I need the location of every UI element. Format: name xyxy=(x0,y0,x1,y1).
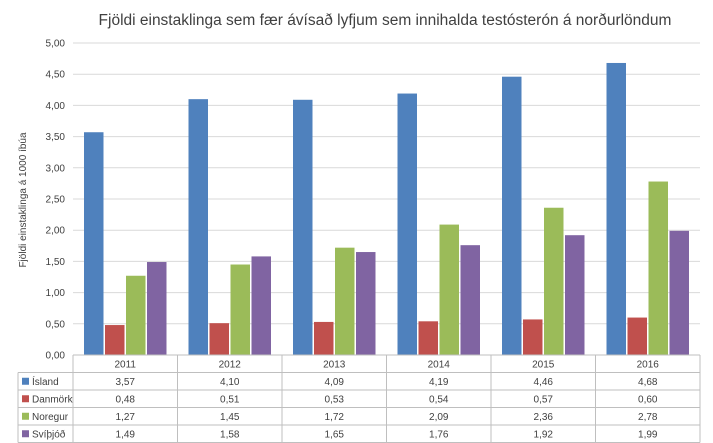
bar xyxy=(293,99,313,355)
bar xyxy=(209,323,229,355)
bar xyxy=(147,262,167,355)
y-tick-label: 3,50 xyxy=(46,132,66,143)
data-label: 2,36 xyxy=(534,412,554,423)
legend-swatch xyxy=(22,430,29,438)
bar xyxy=(544,207,564,355)
y-tick-label: 4,50 xyxy=(46,70,66,81)
data-label: 4,68 xyxy=(638,377,658,388)
y-tick-label: 2,50 xyxy=(46,195,66,206)
x-tick-label: 2011 xyxy=(114,359,136,370)
data-label: 1,58 xyxy=(220,429,240,440)
y-tick-label: 1,00 xyxy=(46,288,66,299)
x-tick-label: 2012 xyxy=(219,359,242,370)
data-label: 0,54 xyxy=(429,394,449,405)
x-tick-label: 2016 xyxy=(637,359,660,370)
x-tick-label: 2015 xyxy=(532,359,555,370)
y-tick-label: 2,00 xyxy=(46,226,66,237)
data-label: 3,57 xyxy=(116,377,136,388)
bar xyxy=(418,321,438,355)
data-label: 4,19 xyxy=(429,377,449,388)
bar xyxy=(606,62,626,356)
data-label: 0,51 xyxy=(220,394,240,405)
data-label: 4,09 xyxy=(325,377,345,388)
bar xyxy=(648,181,668,355)
data-label: 4,10 xyxy=(220,377,240,388)
bar xyxy=(188,99,208,355)
data-table: 2011 2012 2013 2014 2015 2016 Ísland 3,57 4,10 4,… xyxy=(17,354,701,443)
data-label: 4,46 xyxy=(534,377,554,388)
data-label: 1,76 xyxy=(429,429,449,440)
bar xyxy=(356,252,376,355)
data-label: 0,60 xyxy=(638,394,658,405)
data-label: 1,99 xyxy=(638,429,658,440)
bar xyxy=(669,230,689,355)
chart-title: Fjöldi einstaklinga sem fær ávísað lyfju… xyxy=(99,12,672,29)
bar xyxy=(251,256,271,355)
y-tick-label: 4,00 xyxy=(46,101,66,112)
bar xyxy=(126,275,146,355)
y-tick-label: 5,00 xyxy=(46,39,66,50)
y-tick-label: 0,50 xyxy=(46,319,66,330)
bar xyxy=(397,93,417,355)
data-label: 1,65 xyxy=(325,429,345,440)
legend-swatch xyxy=(22,395,29,403)
data-label: 1,27 xyxy=(116,412,136,423)
bar xyxy=(460,245,480,355)
data-label: 2,78 xyxy=(638,412,658,423)
data-label: 1,72 xyxy=(325,412,345,423)
bar xyxy=(627,317,647,355)
y-axis-label: Fjöldi einstaklinga á 1000 íbúa xyxy=(18,132,29,268)
y-tick-label: 3,00 xyxy=(46,163,66,174)
data-label: 0,48 xyxy=(116,394,136,405)
bar xyxy=(523,319,543,355)
legend-swatch xyxy=(22,412,29,420)
y-tick-label: 0,00 xyxy=(46,351,66,362)
x-tick-label: 2014 xyxy=(428,359,451,370)
x-tick-label: 2013 xyxy=(323,359,346,370)
y-tick-label: 1,50 xyxy=(46,257,66,268)
data-label: 1,45 xyxy=(220,412,240,423)
gridlines xyxy=(73,42,700,356)
data-label: 0,57 xyxy=(534,394,554,405)
bar xyxy=(565,235,585,355)
bar xyxy=(314,321,334,355)
data-label: 0,53 xyxy=(325,394,345,405)
bar xyxy=(502,76,522,356)
legend-label: Ísland xyxy=(32,375,59,388)
bar xyxy=(335,247,355,355)
legend-label: Noregur xyxy=(32,412,69,423)
data-label: 1,49 xyxy=(116,429,136,440)
bar xyxy=(105,325,125,355)
bars xyxy=(84,62,689,356)
legend-swatch xyxy=(22,377,29,385)
bar xyxy=(439,224,459,355)
bar xyxy=(84,132,104,355)
legend-label: Svíþjóð xyxy=(32,428,66,440)
y-axis-ticks: 0,00 0,50 1,00 1,50 2,00 2,50 3,00 3,50 4,00 4,50… xyxy=(46,39,66,362)
data-label: 1,92 xyxy=(534,429,554,440)
bar xyxy=(230,264,250,355)
data-label: 2,09 xyxy=(429,412,449,423)
legend-label: Danmörk xyxy=(32,394,74,405)
